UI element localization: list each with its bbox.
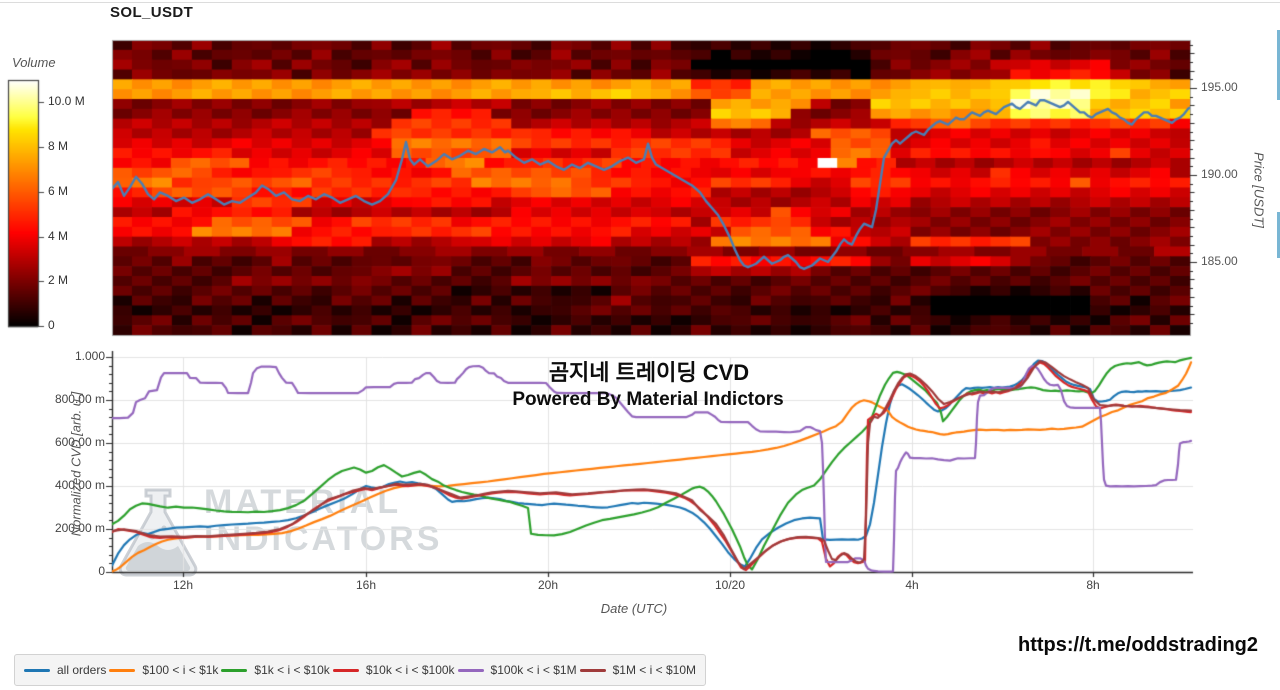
legend-item[interactable]: $100 < i < $1k <box>109 663 218 677</box>
legend-item-label: $10k < i < $100k <box>365 663 455 677</box>
legend-item-label: $1k < i < $10k <box>254 663 330 677</box>
telegram-link[interactable]: https://t.me/oddstrading2 <box>1018 634 1258 656</box>
legend-item-label: all orders <box>57 663 107 677</box>
scrollbar-fragment <box>1277 30 1280 100</box>
legend: all orders $100 < i < $1k $1k < i < $10k $1… <box>14 654 706 686</box>
legend-item[interactable]: all orders <box>24 663 106 677</box>
legend-item-label: $100k < i < $1M <box>490 663 577 677</box>
price-axis-label: Price [USDT] <box>1251 152 1267 228</box>
legend-line-swatch <box>221 668 248 672</box>
cvd-axis-label: Normalized CVD [arb. u.] <box>68 391 84 537</box>
colorbar-volume-label: Volume <box>12 55 56 70</box>
date-axis-label: Date (UTC) <box>600 601 668 616</box>
legend-line-swatch <box>457 668 484 672</box>
legend-item[interactable]: $10k < i < $100k <box>332 663 455 677</box>
legend-item[interactable]: $1k < i < $10k <box>221 663 330 677</box>
cvd-ytick-label: 600.00 m <box>54 435 105 449</box>
legend-item[interactable]: $1M < i < $10M <box>579 663 696 677</box>
scrollbar-fragment <box>1277 212 1280 258</box>
cvd-ytick-label: 200.00 m <box>54 521 105 535</box>
legend-line-swatch <box>109 668 136 672</box>
legend-line-swatch <box>24 668 50 672</box>
cvd-ytick-label: 0 <box>98 564 105 578</box>
cvd-ytick-label: 400.00 m <box>54 478 105 492</box>
chart-overlay-subtitle: Powered By Material Indictors <box>512 389 784 410</box>
legend-item-label: $1M < i < $10M <box>612 663 696 677</box>
cvd-ytick-label: 1.000 <box>74 349 105 363</box>
chart-overlay-title: 곰지네 트레이딩 CVD <box>548 360 750 385</box>
legend-item-label: $100 < i < $1k <box>142 663 219 677</box>
cvd-ytick-label: 800.00 m <box>54 392 105 406</box>
legend-line-swatch <box>579 668 606 672</box>
legend-item[interactable]: $100k < i < $1M <box>457 663 577 677</box>
symbol-title: SOL_USDT <box>110 4 194 21</box>
legend-line-swatch <box>332 668 359 672</box>
